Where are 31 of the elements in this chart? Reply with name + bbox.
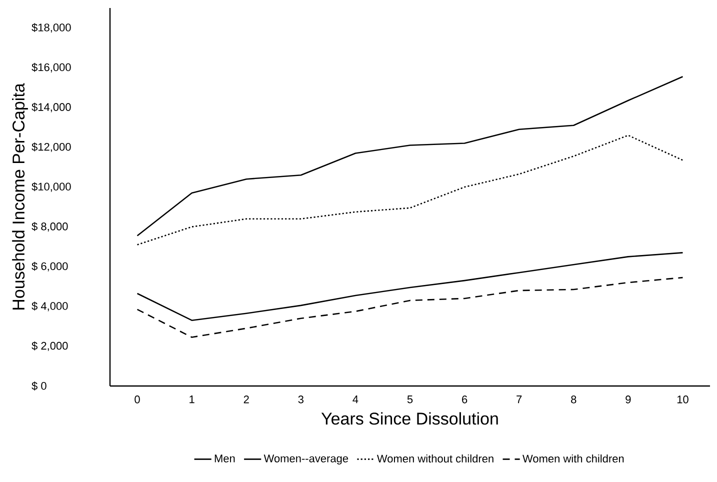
y-tick-label: $12,000 — [32, 142, 71, 152]
x-tick-label: 9 — [626, 396, 631, 404]
y-axis-title: Household Income Per-Capita — [12, 83, 28, 310]
x-tick-label: 0 — [134, 396, 140, 404]
x-tick-label: 6 — [462, 396, 468, 404]
y-tick-label: $ 8,000 — [32, 222, 68, 232]
x-axis-title: Years Since Dissolution — [321, 412, 498, 425]
y-tick-label: $ 4,000 — [32, 302, 68, 312]
x-tick-label: 4 — [352, 396, 358, 404]
x-tick-label: 5 — [407, 396, 413, 404]
x-tick-label: 10 — [677, 396, 688, 404]
y-tick-label: $16,000 — [32, 62, 71, 72]
y-tick-label: $18,000 — [32, 23, 71, 33]
legend-label: Women with children — [522, 454, 624, 463]
legend-label: Men — [214, 454, 235, 462]
x-tick-label: 1 — [190, 396, 194, 404]
x-tick-label: 2 — [244, 396, 249, 404]
x-tick-label: 3 — [298, 396, 304, 404]
x-tick-label: 8 — [571, 396, 576, 404]
line-series — [136, 252, 684, 321]
x-tick-label: 7 — [516, 396, 522, 404]
legend-label: Women--average — [264, 454, 348, 465]
y-tick-label: $14,000 — [32, 102, 71, 112]
line-series — [136, 276, 684, 338]
y-tick-label: $ 2,000 — [32, 341, 68, 351]
y-tick-label: $10,000 — [32, 182, 71, 192]
y-tick-label: $ 0 — [32, 382, 46, 390]
line-series — [136, 76, 684, 236]
line-series — [136, 134, 684, 246]
y-tick-label: $ 6,000 — [32, 262, 68, 272]
legend-label: Women without children — [376, 454, 494, 463]
